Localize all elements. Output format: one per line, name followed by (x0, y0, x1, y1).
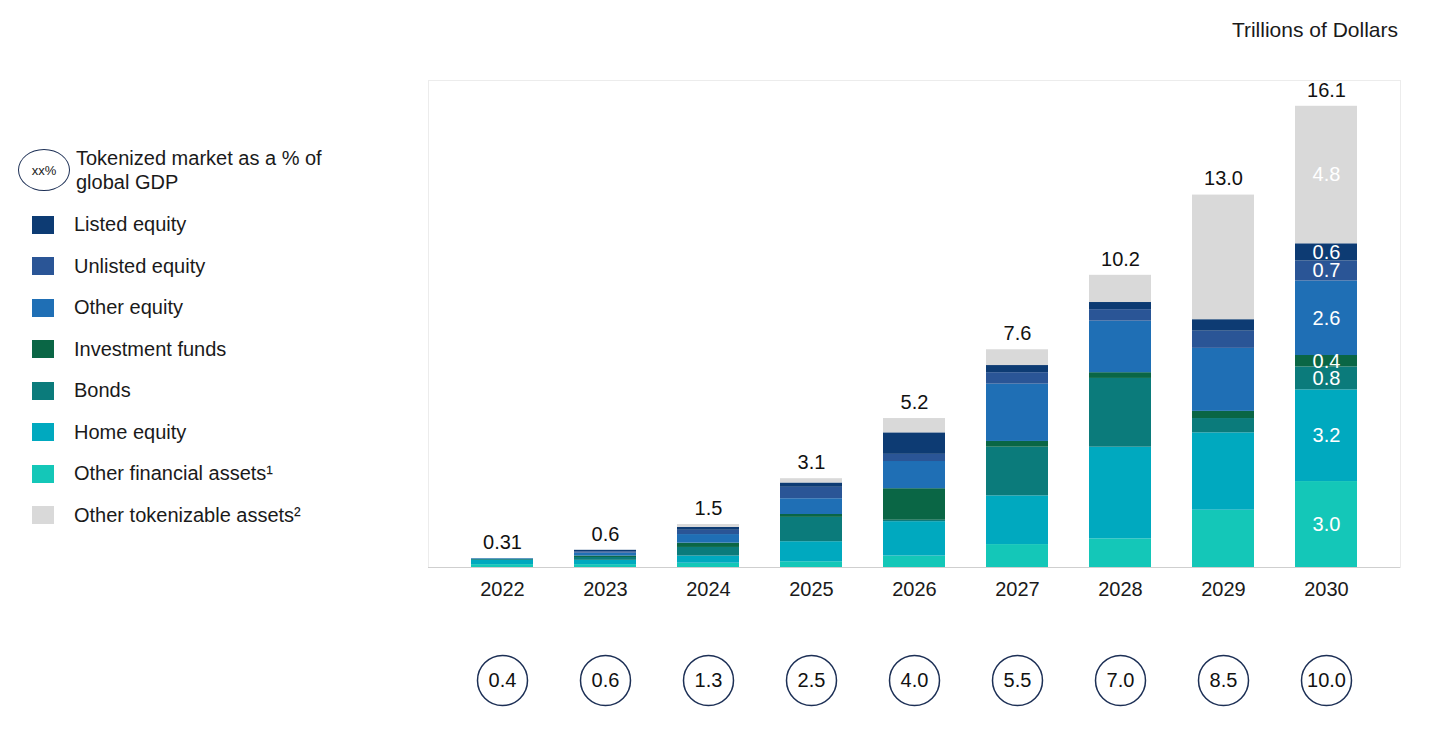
html-text:Other tokenizable assets²: Other tokenizable assets² (74, 503, 301, 526)
svg-text:2028: 2028 (1098, 578, 1143, 600)
svg-text:2026: 2026 (892, 578, 937, 600)
svg-text:1.3: 1.3 (695, 669, 723, 691)
html-text:Other financial assets¹: Other financial assets¹ (74, 462, 273, 485)
svg-text:2030: 2030 (1304, 578, 1349, 600)
html-text:Unlisted equity: Unlisted equity (74, 254, 206, 277)
svg-text:7.0: 7.0 (1107, 669, 1135, 691)
svg-text:4.0: 4.0 (901, 669, 929, 691)
svg-text:2027: 2027 (995, 578, 1040, 600)
svg-text:8.5: 8.5 (1210, 669, 1238, 691)
svg-text:0.31: 0.31 (483, 531, 522, 553)
svg-text:10.2: 10.2 (1101, 248, 1140, 270)
html-text:Home equity: Home equity (74, 420, 187, 443)
html-text:Listed equity: Listed equity (74, 213, 187, 236)
svg-text:2023: 2023 (583, 578, 628, 600)
svg-text:2022: 2022 (480, 578, 525, 600)
svg-text:0.8: 0.8 (1312, 366, 1341, 389)
svg-text:2.5: 2.5 (798, 669, 826, 691)
svg-text:3.1: 3.1 (798, 451, 826, 473)
svg-text:3.2: 3.2 (1313, 424, 1341, 446)
svg-text:0.6: 0.6 (592, 523, 620, 545)
html-text:Tokenized market as a % of glo: Tokenized market as a % of global GDP (76, 147, 322, 193)
svg-text:0.6: 0.6 (1313, 241, 1341, 263)
svg-text:1.5: 1.5 (695, 497, 723, 519)
html-text:xx%: xx% (31, 162, 57, 178)
svg-text:5.2: 5.2 (901, 391, 929, 413)
svg-text:10.0: 10.0 (1307, 669, 1346, 691)
svg-text:0.4: 0.4 (489, 669, 517, 691)
svg-text:0.4: 0.4 (1313, 350, 1341, 372)
html-text:Bonds: Bonds (74, 379, 131, 402)
svg-text:2029: 2029 (1201, 578, 1246, 600)
svg-text:16.1: 16.1 (1307, 79, 1346, 101)
svg-text:13.0: 13.0 (1204, 167, 1243, 189)
svg-text:5.5: 5.5 (1004, 669, 1032, 691)
html-text:Trillions of Dollars: Trillions of Dollars (1231, 18, 1398, 41)
html-text:Other equity: Other equity (74, 296, 183, 319)
svg-text:2025: 2025 (789, 578, 834, 600)
svg-text:2024: 2024 (686, 578, 731, 600)
svg-text:0.7: 0.7 (1312, 259, 1341, 282)
svg-text:0.6: 0.6 (592, 669, 620, 691)
svg-text:4.8: 4.8 (1313, 163, 1341, 185)
svg-text:7.6: 7.6 (1004, 322, 1032, 344)
svg-text:3.0: 3.0 (1313, 513, 1341, 535)
html-text:Investment funds: Investment funds (74, 337, 227, 360)
svg-text:2.6: 2.6 (1313, 307, 1341, 329)
